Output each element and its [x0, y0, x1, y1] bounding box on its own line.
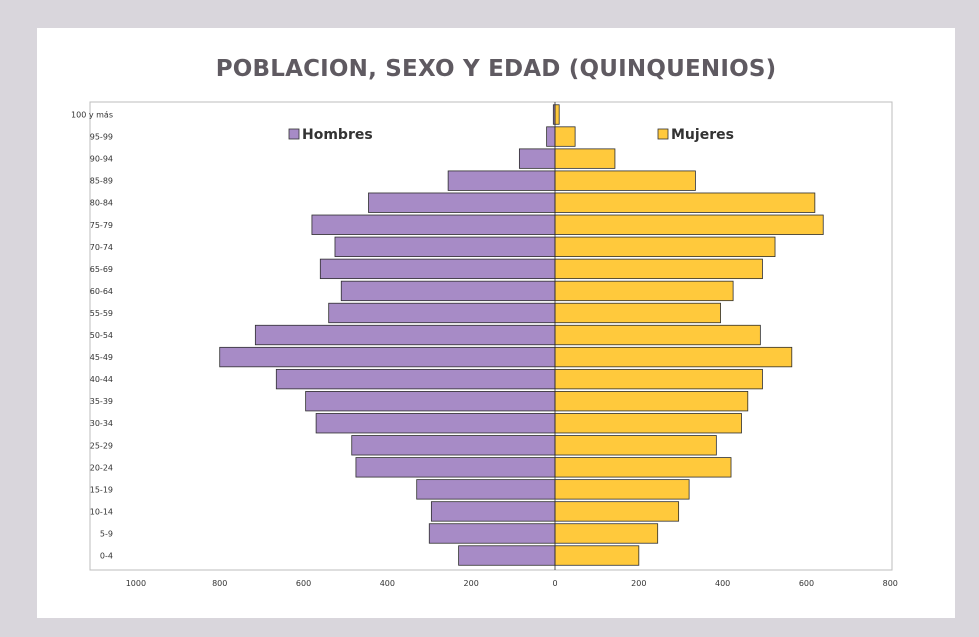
bar-mujeres-60-64: [554, 280, 734, 302]
bar-hombres-10-14: [430, 501, 556, 522]
bar-mujeres-45-49: [554, 346, 793, 368]
y-tick-label-0-4: 0-4: [100, 552, 113, 561]
y-tick-label-20-24: 20-24: [90, 463, 113, 472]
legend: Hombres Mujeres: [288, 127, 734, 143]
bar-mujeres-80-84: [554, 192, 816, 213]
y-tick-label-5-9: 5-9: [100, 529, 113, 538]
bar-hombres-85-89: [447, 170, 556, 191]
x-tick-label: 800: [212, 579, 227, 588]
bar-hombres-25-29: [351, 435, 556, 456]
x-tick-label: 200: [631, 579, 646, 588]
bar-mujeres-65-69: [554, 258, 763, 280]
y-tick-label-95-99: 95-99: [90, 133, 113, 142]
bar-hombres-40-44: [275, 368, 556, 390]
x-tick-label: 1000: [126, 579, 146, 588]
y-tick-label-70-74: 70-74: [90, 243, 113, 252]
y-tick-label-65-69: 65-69: [90, 265, 113, 274]
bar-hombres-50-54: [254, 324, 556, 346]
y-tick-labels: 100 y más 95-99 90-94 85-89 80-84 75-79 70-74 6…: [71, 111, 113, 561]
y-tick-label-45-49: 45-49: [90, 353, 113, 362]
y-tick-label-85-89: 85-89: [90, 177, 113, 186]
bar-mujeres-70-74: [554, 236, 776, 257]
legend-label-mujeres: Mujeres: [671, 127, 734, 143]
x-tick-labels: 1000 800 600 400 200 0 200 400 600 800: [126, 579, 898, 588]
bar-mujeres-95-99: [554, 126, 576, 147]
legend-swatch-hombres: [288, 128, 300, 140]
y-tick-label-30-34: 30-34: [90, 419, 113, 428]
bar-mujeres-15-19: [554, 479, 690, 500]
bar-mujeres-90-94: [554, 148, 616, 169]
bar-mujeres-55-59: [554, 302, 721, 324]
bar-mujeres-25-29: [554, 435, 717, 456]
bar-hombres-35-39: [305, 391, 556, 412]
bar-mujeres-50-54: [554, 324, 761, 346]
bar-hombres-45-49: [219, 346, 556, 368]
x-tick-label: 400: [380, 579, 395, 588]
bar-hombres-60-64: [340, 280, 556, 302]
bars-group: [219, 102, 824, 570]
x-tick-label: 600: [799, 579, 814, 588]
y-tick-label-80-84: 80-84: [90, 199, 113, 208]
x-tick-label: 200: [464, 579, 479, 588]
bar-hombres-90-94: [518, 148, 556, 169]
y-tick-label-55-59: 55-59: [90, 309, 113, 318]
chart-title: POBLACION, SEXO Y EDAD (QUINQUENIOS): [215, 56, 777, 82]
y-tick-label-25-29: 25-29: [90, 441, 113, 450]
bar-mujeres-75-79: [554, 214, 824, 235]
bar-mujeres-0-4: [554, 545, 640, 566]
bar-mujeres-20-24: [554, 457, 732, 478]
bar-mujeres-30-34: [554, 413, 742, 434]
x-tick-label: 800: [883, 579, 898, 588]
y-tick-label-40-44: 40-44: [90, 375, 113, 384]
y-tick-label-60-64: 60-64: [90, 287, 113, 296]
y-tick-label-15-19: 15-19: [90, 485, 113, 494]
bar-hombres-15-19: [416, 479, 556, 500]
y-tick-label-100-y-m-s: 100 y más: [71, 111, 113, 120]
y-tick-label-50-54: 50-54: [90, 331, 113, 340]
x-tick-label: 0: [552, 579, 557, 588]
bar-hombres-30-34: [315, 413, 556, 434]
bar-mujeres-35-39: [554, 391, 749, 412]
y-tick-label-75-79: 75-79: [90, 221, 113, 230]
bar-hombres-5-9: [428, 523, 556, 544]
bar-hombres-65-69: [319, 258, 556, 280]
bar-hombres-55-59: [328, 302, 556, 324]
bar-hombres-95-99: [546, 126, 556, 147]
bar-hombres-20-24: [355, 457, 556, 478]
y-tick-label-10-14: 10-14: [90, 507, 113, 516]
y-tick-label-90-94: 90-94: [90, 155, 113, 164]
bar-mujeres-40-44: [554, 368, 763, 390]
bar-mujeres-100-y-m-s: [554, 104, 560, 125]
legend-label-hombres: Hombres: [302, 127, 373, 143]
bar-mujeres-85-89: [554, 170, 696, 191]
bar-mujeres-10-14: [554, 501, 680, 522]
bar-hombres-0-4: [458, 545, 556, 566]
bar-hombres-80-84: [368, 192, 556, 213]
x-tick-label: 400: [715, 579, 730, 588]
bar-hombres-70-74: [334, 236, 556, 257]
legend-swatch-mujeres: [657, 128, 669, 140]
y-tick-label-35-39: 35-39: [90, 397, 113, 406]
bar-hombres-75-79: [311, 214, 556, 235]
x-tick-label: 600: [296, 579, 311, 588]
bar-mujeres-5-9: [554, 523, 659, 544]
